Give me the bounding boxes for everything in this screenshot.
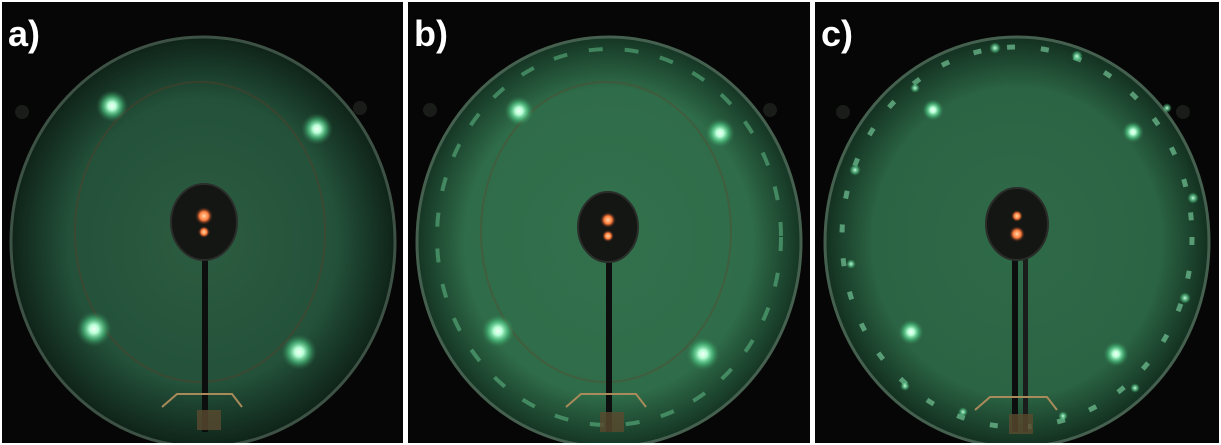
diffraction-spots [76,90,333,370]
electron-gun [565,191,647,432]
leed-panel-b: b) [408,2,810,443]
ring-reflexes [839,44,1195,430]
leed-panel-a: a) [2,2,403,443]
panel-label-c: c) [821,13,854,54]
diffraction-spots [481,96,735,371]
panel-label-a: a) [8,13,41,54]
satellite-spots [846,42,1199,421]
leed-pattern-image-b [408,2,810,443]
electron-gun [161,183,243,432]
leed-pattern-image-a [2,2,403,443]
ring-reflexes [435,47,783,427]
diffraction-spots [898,99,1144,367]
electron-gun [974,187,1058,434]
panel-label-b: b) [414,13,448,54]
leed-panel-c: c) [815,2,1219,443]
leed-pattern-image-c [815,2,1219,443]
